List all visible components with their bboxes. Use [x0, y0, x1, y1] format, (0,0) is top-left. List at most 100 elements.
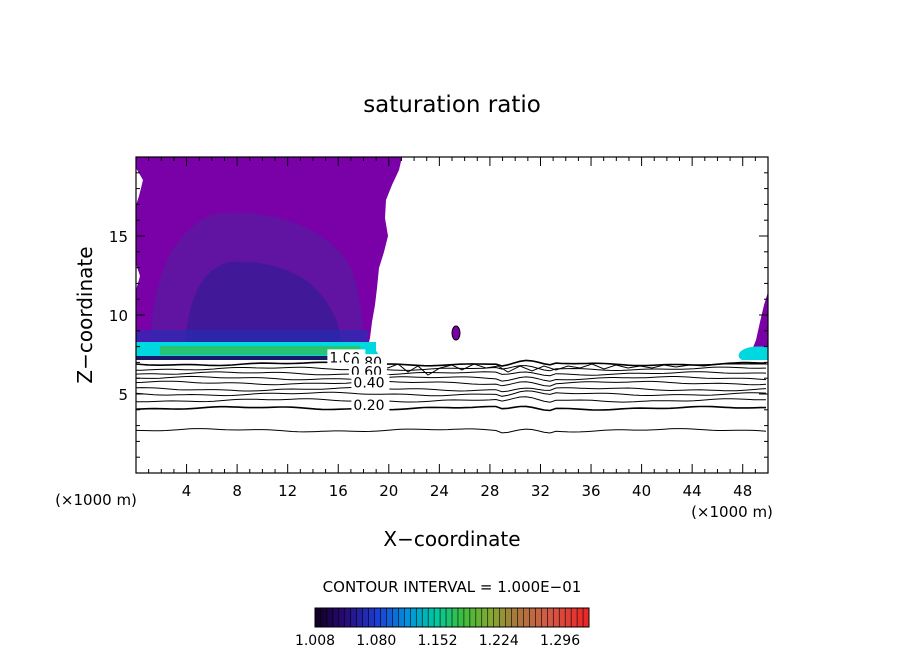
colorbar-cell — [410, 608, 417, 627]
x-tick-label: 16 — [329, 482, 348, 500]
small-isolated-cell — [451, 325, 461, 341]
contour-label-background — [351, 374, 390, 390]
colorbar-cell — [344, 608, 352, 627]
x-tick-label: 48 — [733, 482, 752, 500]
colorbar: 1.008 1.080 1.152 1.224 1.296 — [295, 607, 590, 649]
contour-line — [135, 371, 767, 377]
colorbar-cell — [374, 608, 381, 627]
x-axis-ticks: 4 8 12 16 20 24 28 32 36 40 44 48 — [148, 157, 756, 500]
colorbar-cell — [463, 608, 471, 627]
colorbar-cell — [475, 608, 483, 627]
colorbar-cell — [583, 608, 590, 627]
colorbar-label: 1.296 — [540, 633, 580, 649]
contour-label: 0.40 — [353, 376, 384, 392]
colorbar-cell — [350, 608, 357, 627]
colorbar-cell — [452, 608, 459, 627]
colorbar-cell — [380, 608, 387, 627]
colorbar-cell — [565, 608, 572, 627]
colorbar-cell — [493, 608, 500, 627]
x-tick-label: 44 — [683, 482, 702, 500]
contour-line — [135, 405, 766, 412]
contour-line — [135, 428, 767, 434]
colorbar-cell — [368, 608, 375, 627]
colorbar-cell — [469, 608, 477, 627]
green-band-left — [160, 346, 360, 355]
colorbar-label: 1.080 — [356, 633, 396, 649]
right-cloud-base — [738, 346, 768, 360]
contour-line — [135, 396, 767, 403]
contour-roughness — [377, 363, 768, 376]
contour-line — [135, 387, 767, 393]
colorbar-cell — [541, 608, 548, 627]
contour-lines — [135, 359, 767, 434]
chart-title: saturation ratio — [363, 92, 541, 118]
colorbar-cells — [314, 608, 590, 627]
right-cloud-region — [752, 292, 768, 350]
colorbar-cell — [404, 608, 411, 627]
y-axis-ticks: 5 10 15 — [109, 172, 768, 458]
colorbar-cell — [535, 608, 542, 627]
colorbar-cell — [332, 608, 340, 627]
y-axis-label: Z−coordinate — [73, 246, 97, 383]
colorbar-label: 1.152 — [417, 633, 457, 649]
x-tick-label: 24 — [430, 482, 449, 500]
colorbar-cell — [434, 608, 441, 627]
colorbar-cell — [326, 608, 334, 627]
colorbar-cell — [571, 608, 578, 627]
colorbar-cell — [547, 608, 554, 627]
x-unit-label: (×1000 m) — [691, 503, 773, 521]
contour-label: 0.20 — [353, 398, 384, 414]
colorbar-cell — [422, 608, 429, 627]
colorbar-cell — [487, 608, 494, 627]
colorbar-cell — [428, 608, 435, 627]
contour-line — [135, 359, 767, 367]
colorbar-cell — [523, 608, 530, 627]
x-tick-label: 8 — [232, 482, 242, 500]
x-tick-label: 32 — [531, 482, 550, 500]
y-tick-label: 10 — [109, 307, 128, 325]
colorbar-label: 1.224 — [479, 633, 519, 649]
left-cloud-inner-core — [185, 261, 341, 345]
colorbar-cell — [356, 608, 363, 627]
contour-label-background — [351, 396, 390, 412]
x-tick-label: 36 — [581, 482, 600, 500]
colorbar-cell — [392, 608, 399, 627]
colorbar-cell — [446, 608, 453, 627]
colorbar-cell — [499, 608, 506, 627]
colorbar-cell — [398, 608, 405, 627]
x-tick-label: 20 — [379, 482, 398, 500]
colorbar-cell — [577, 608, 584, 627]
y-unit-label: (×1000 m) — [55, 491, 137, 509]
colorbar-cell — [559, 608, 566, 627]
colorbar-cell — [505, 608, 512, 627]
plot-area: 1.000.800.600.400.20 4 8 12 16 20 24 28 32 36 40 4… — [109, 156, 769, 500]
base-dark-line-left — [136, 356, 376, 360]
colorbar-cell — [517, 608, 524, 627]
colorbar-cell — [320, 608, 328, 627]
x-tick-label: 12 — [278, 482, 297, 500]
colorbar-cell — [481, 608, 489, 627]
y-tick-label: 5 — [118, 386, 128, 404]
contour-line — [135, 390, 767, 397]
colorbar-cell — [362, 608, 369, 627]
colorbar-cell — [315, 608, 322, 627]
colorbar-label: 1.008 — [295, 633, 335, 649]
contour-line — [135, 375, 767, 382]
colorbar-cell — [553, 608, 560, 627]
colorbar-frame — [314, 607, 590, 628]
colorbar-cell — [440, 608, 447, 627]
x-tick-label: 4 — [182, 482, 192, 500]
colorbar-cell — [416, 608, 423, 627]
contour-line — [135, 365, 767, 372]
x-tick-label: 40 — [632, 482, 651, 500]
x-tick-label: 28 — [480, 482, 499, 500]
x-axis-label: X−coordinate — [383, 527, 520, 551]
colorbar-cell — [511, 608, 518, 627]
left-edge-notch — [136, 168, 143, 205]
colorbar-cell — [338, 608, 346, 627]
blue-band-left — [136, 330, 368, 342]
colorbar-cell — [457, 608, 465, 627]
colorbar-cell — [386, 608, 393, 627]
y-tick-label: 15 — [109, 228, 128, 246]
